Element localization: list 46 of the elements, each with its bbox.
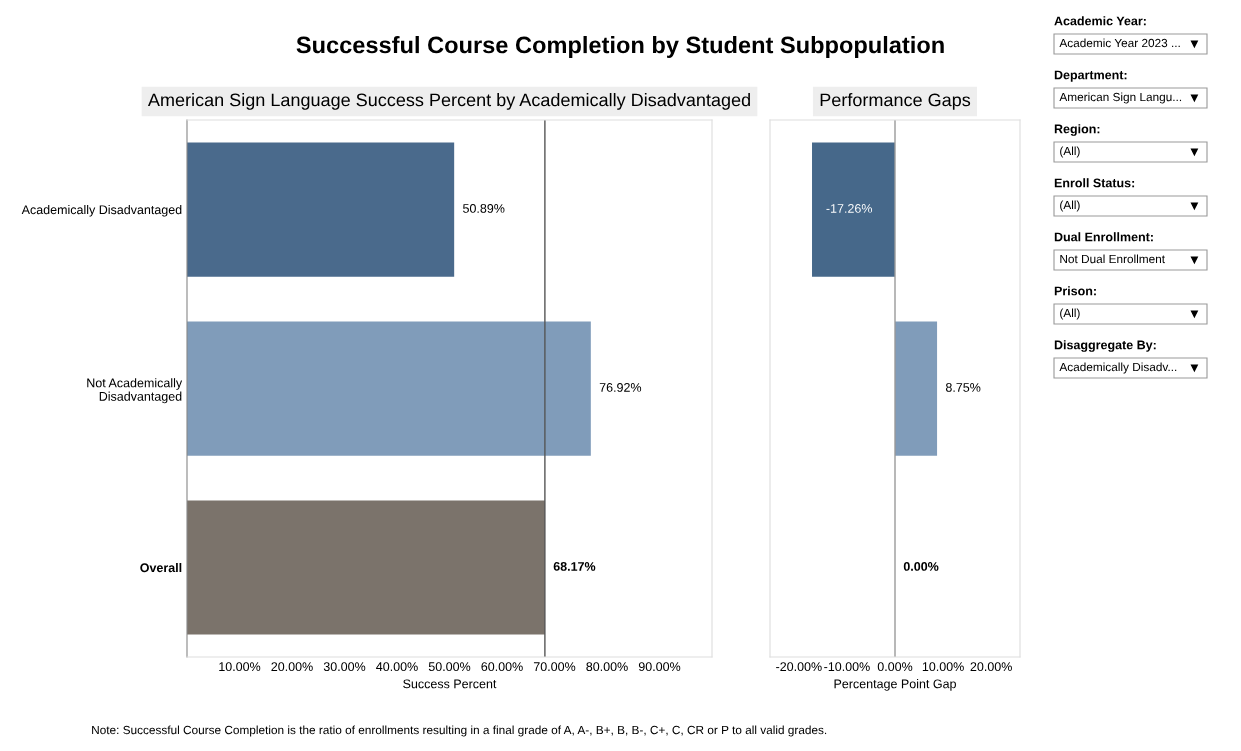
x-axis-title: Percentage Point Gap (834, 679, 956, 691)
x-tick-label: -20.00% (776, 662, 822, 672)
text: Academic Year 2023 ... (1059, 38, 1180, 48)
text: Prison: (1054, 286, 1096, 296)
text: Academically Disadv... (1059, 362, 1177, 374)
text: (All) (1060, 200, 1080, 212)
text: (All) (1060, 146, 1080, 158)
x-tick-label: 10.00% (922, 662, 964, 672)
x-tick-label: 60.00% (481, 662, 523, 672)
x-tick-label: 40.00% (376, 662, 418, 672)
text: Note: Successful Course Completion is the ratio of enrollments resulting in a final grade of A, A-, B+, B, B-, C+, C, CR or P to all valid grades. (92, 725, 827, 737)
bar (187, 321, 591, 456)
text: Academic Year: (1054, 16, 1146, 26)
data-label: 8.75% (945, 383, 981, 392)
text: American Sign Langu... (1059, 92, 1182, 104)
bar (187, 500, 545, 635)
chart-title: Successful Course Completion by Student Subpopulation (296, 36, 944, 59)
data-label: 0.00% (903, 562, 939, 571)
data-label: 68.17% (553, 562, 596, 571)
text: (All) (1060, 308, 1080, 320)
x-tick-label: 10.00% (219, 662, 261, 672)
y-tick-label: Not Academically Disadvantaged (87, 378, 183, 404)
x-tick-label: 80.00% (586, 662, 628, 672)
x-tick-label: 70.00% (533, 662, 576, 672)
data-label: 50.89% (463, 204, 505, 213)
x-tick-label: -10.00% (824, 662, 870, 672)
text: Disaggregate By: (1054, 340, 1156, 352)
text: Department: (1054, 70, 1127, 82)
x-tick-label: 20.00% (271, 662, 313, 672)
data-label: 76.92% (599, 383, 642, 392)
x-axis-title: Success Percent (403, 679, 497, 689)
x-tick-label: 50.00% (428, 662, 471, 672)
x-tick-label: 20.00% (970, 662, 1012, 672)
text: Not Dual Enrollment (1060, 254, 1165, 264)
x-tick-label: 90.00% (638, 662, 681, 672)
text: Region: (1054, 124, 1100, 136)
text: Enroll Status: (1054, 178, 1135, 188)
chart-subtitle: American Sign Language Success Percent by Academically Disadvantaged (147, 93, 750, 110)
x-tick-label: 0.00% (877, 662, 913, 672)
y-tick-label: Academically Disadvantaged (21, 204, 182, 217)
y-tick-label: Overall (140, 562, 182, 573)
chart-subtitle: Performance Gaps (820, 93, 971, 110)
text: Dual Enrollment: (1054, 232, 1153, 242)
bar (187, 142, 455, 277)
data-label: -17.26% (826, 204, 873, 213)
x-tick-label: 30.00% (323, 662, 366, 672)
